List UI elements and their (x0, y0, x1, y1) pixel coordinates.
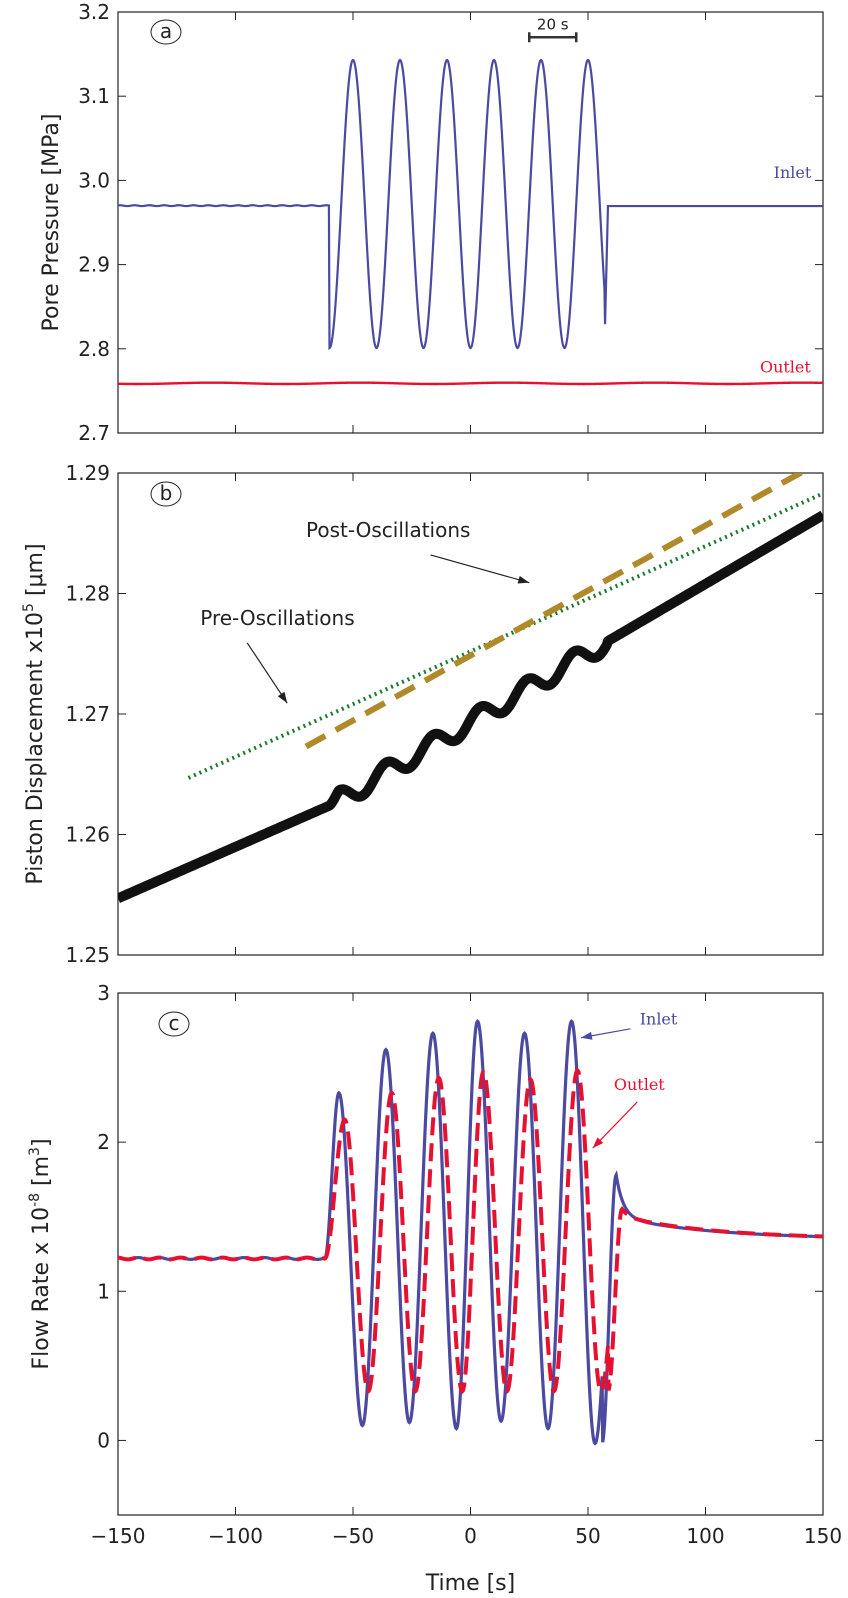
panel-c-xtick-label: −150 (91, 1524, 146, 1548)
panel-b: 1.25 1.26 1.27 1.28 1.29 Pre-Oscillations Post… (21, 461, 824, 967)
panel-b-series-displacement (118, 510, 823, 903)
panel-a-ytick-label: 3.1 (78, 84, 110, 108)
panel-b-ytick-label: 1.25 (65, 943, 110, 967)
panel-a-scale-bar-label: 20 s (537, 15, 569, 33)
panel-c-plot-area (118, 1018, 823, 1446)
panel-c-ytick-label: 1 (97, 1279, 110, 1303)
panel-a-plot-frame (117, 11, 824, 434)
panel-b-annotation-arrow-post-line (430, 554, 530, 584)
panel-c-xtick-label: −100 (208, 1524, 263, 1548)
panel-c-ytick-label: 0 (97, 1428, 110, 1452)
panel-c-xtick-label: 150 (804, 1524, 842, 1548)
panel-c: −150 −100 −50 0 50 100 150 0 1 2 3 Inlet Outlet Time … (27, 981, 842, 1596)
panel-c-label-circle (158, 1011, 190, 1037)
panel-c-ylabel: Flow Rate x 10-8 [m3] (27, 1138, 54, 1369)
panel-b-ylabel: Piston Displacement x105 [μm] (21, 543, 48, 884)
panel-b-ytick-label: 1.29 (65, 461, 110, 485)
panel-c-xlabel: Time [s] (425, 1571, 515, 1596)
panel-a-label-circle (150, 19, 182, 45)
panel-b-series-post-fit (304, 473, 807, 750)
panel-c-annotation-arrow-outlet-head (592, 1137, 604, 1149)
panel-b-annotation-arrow-pre-line (246, 642, 288, 704)
panel-a-label: a (160, 19, 172, 43)
panel-c-ytick-label: 3 (97, 981, 110, 1005)
panel-b-series-pre-fit (187, 491, 823, 780)
panel-a-series-inlet (117, 58, 823, 351)
panel-a: 2.7 2.8 2.9 3.0 3.1 3.2 Inlet Outlet 20 s Pore Pr… (39, 0, 824, 445)
panel-b-annotation-arrow-pre-head (277, 691, 288, 704)
panel-c-label: c (169, 1011, 180, 1035)
panel-c-xtick-label: 0 (464, 1524, 477, 1548)
panel-a-ytick-label: 2.9 (78, 253, 110, 277)
panel-b-annotation-arrow-post-head (517, 575, 530, 584)
panel-b-ytick-label: 1.27 (65, 702, 110, 726)
panel-b-ytick-label: 1.26 (65, 823, 110, 847)
panel-c-annotation-inlet: Inlet (640, 1009, 678, 1028)
panel-a-legend-inlet: Inlet (774, 163, 812, 182)
panel-c-ytick-label: 2 (97, 1130, 110, 1154)
panel-b-annotation-pre: Pre-Oscillations (200, 606, 354, 630)
panel-a-ytick-label: 3.0 (78, 168, 110, 192)
panel-b-plot-area (118, 473, 823, 903)
panel-c-annotation-arrow-inlet-head (580, 1031, 593, 1040)
panel-a-ytick-label: 2.8 (78, 337, 110, 361)
panel-a-ytick-label: 2.7 (78, 421, 110, 445)
panel-c-xtick-label: −50 (332, 1524, 374, 1548)
panel-b-label: b (160, 481, 173, 505)
panel-a-legend-outlet: Outlet (760, 357, 811, 376)
panel-a-ylabel: Pore Pressure [MPa] (39, 114, 64, 332)
panel-c-xtick-label: 100 (686, 1524, 724, 1548)
panel-c-series-outlet (118, 1067, 823, 1394)
panel-a-series-outlet (117, 381, 824, 386)
panel-b-annotation-post: Post-Oscillations (306, 518, 470, 542)
panel-c-annotation-outlet: Outlet (614, 1075, 665, 1094)
panel-a-ytick-label: 3.2 (78, 0, 110, 24)
panel-b-label-circle (150, 481, 182, 507)
panel-c-xtick-label: 50 (575, 1524, 600, 1548)
panel-b-ytick-label: 1.28 (65, 582, 110, 606)
